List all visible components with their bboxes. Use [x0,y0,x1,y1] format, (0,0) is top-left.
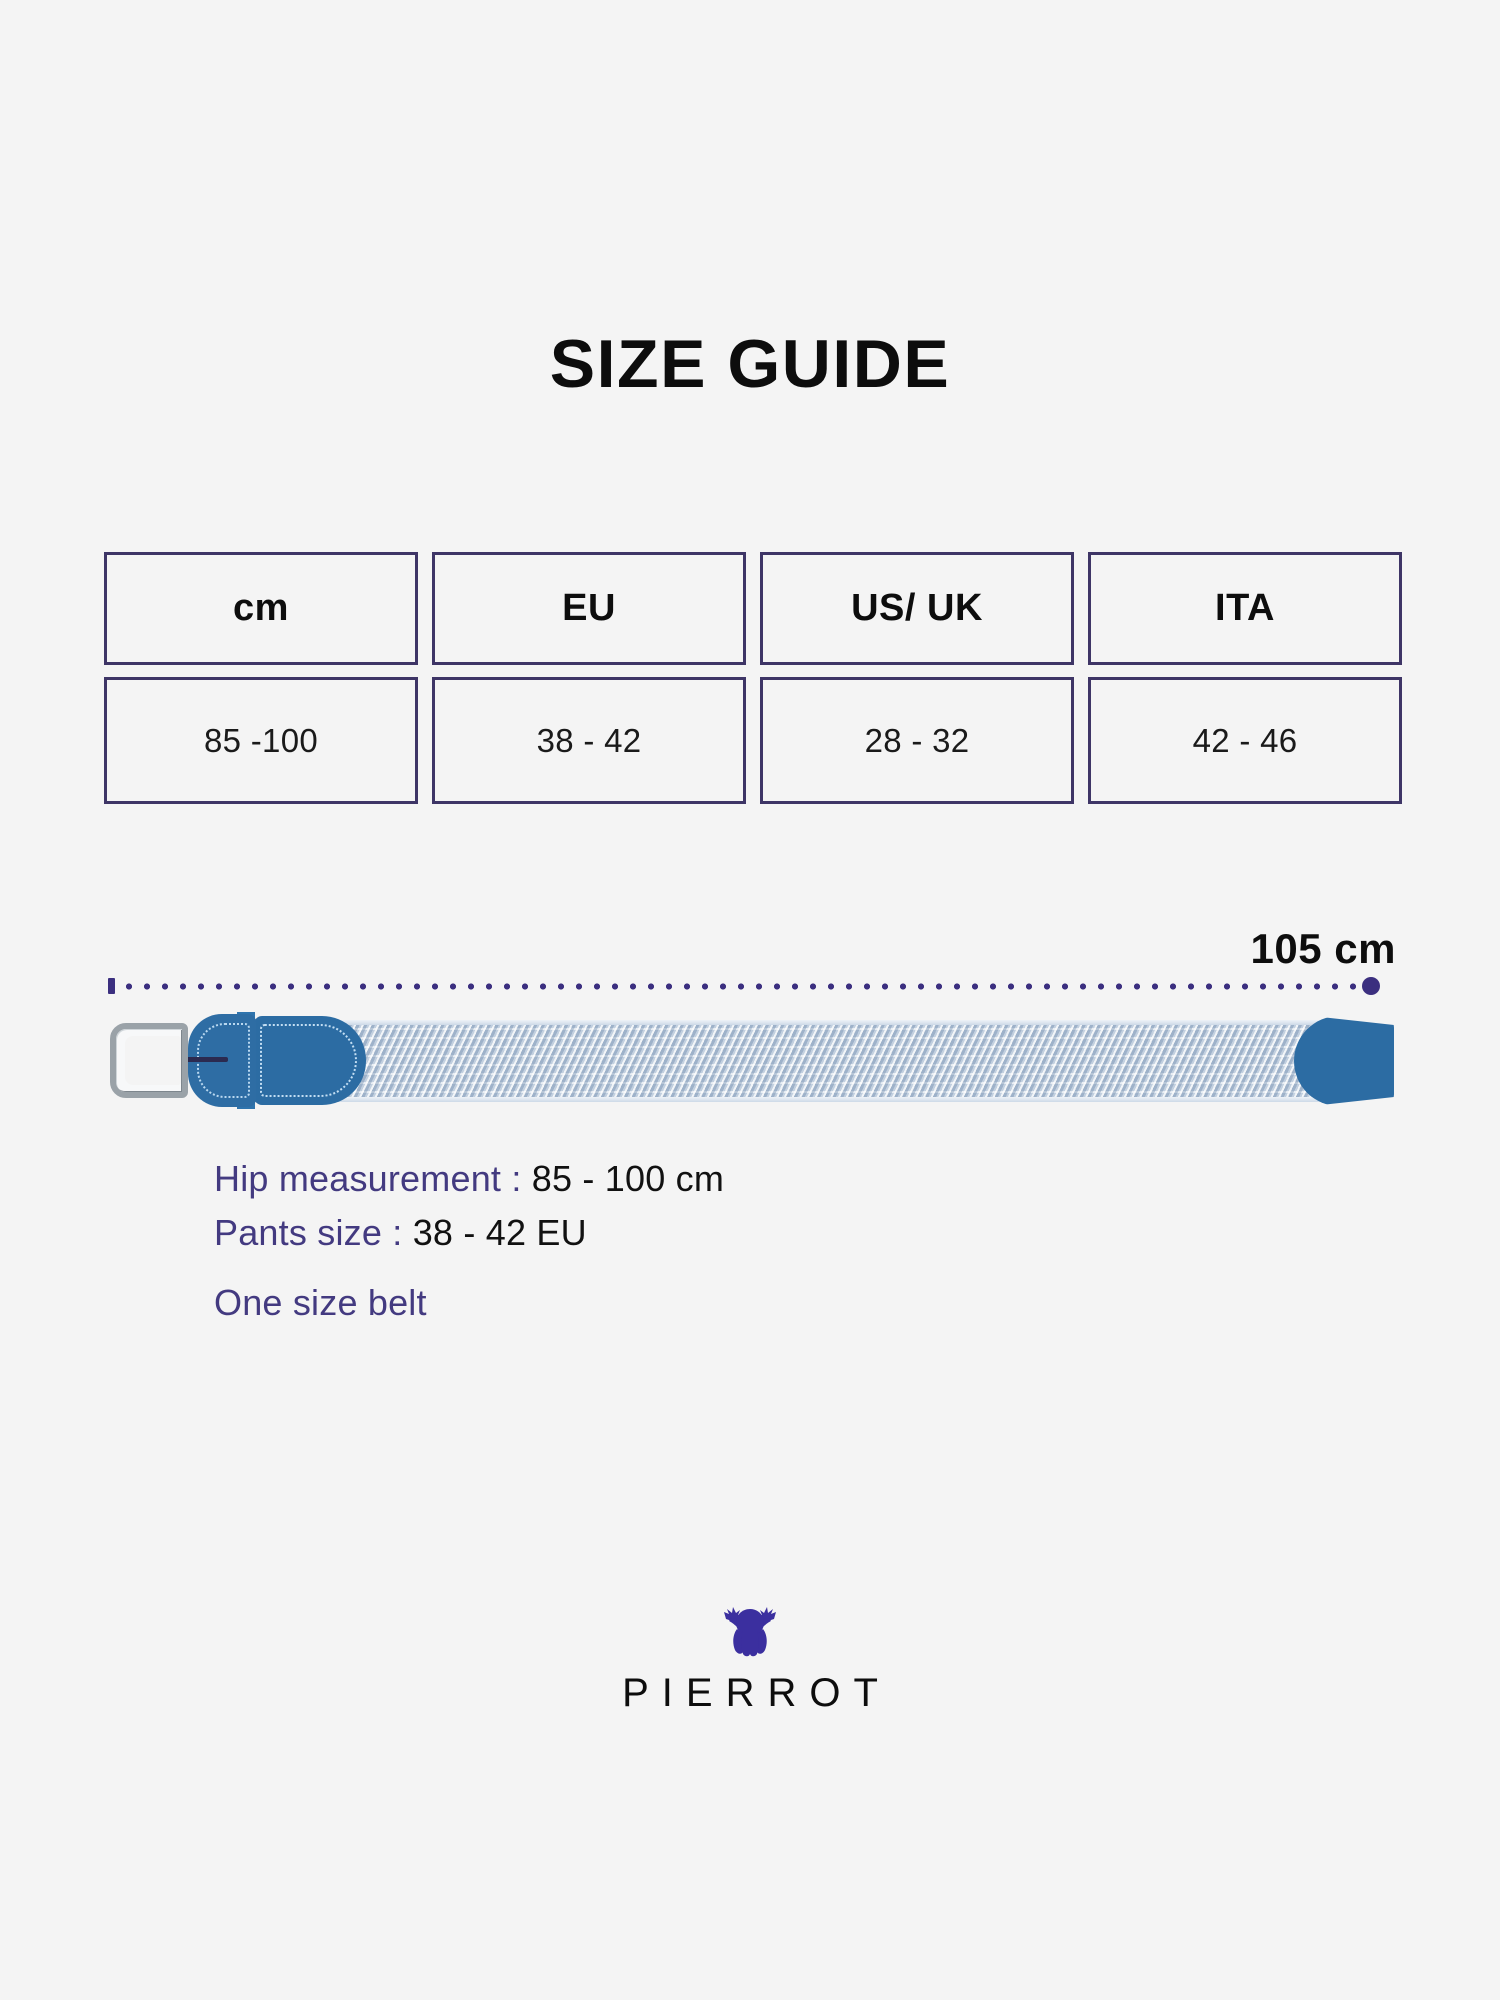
buckle-inner [125,1036,181,1085]
brand-logo: PIERROT [0,1605,1500,1716]
one-size-note: One size belt [214,1282,427,1323]
measurement-dots [120,983,1364,990]
pants-size-line: Pants size : 38 - 42 EU [214,1206,724,1260]
belt-leather-loop [254,1016,366,1105]
table-header-cell-us-uk: US/ UK [760,552,1074,665]
hip-measurement-label: Hip measurement : [214,1158,532,1199]
frog-icon [724,1607,776,1657]
pants-size-value: 38 - 42 EU [412,1212,587,1253]
pants-size-label: Pants size : [214,1212,413,1253]
table-cell-cm: 85 -100 [104,677,418,804]
size-table: cm EU US/ UK ITA 85 -100 38 - 42 28 - 32… [104,552,1402,804]
belt-details: Hip measurement : 85 - 100 cm Pants size… [214,1152,724,1260]
measurement-start-tick [108,978,115,994]
table-header-cell-ita: ITA [1088,552,1402,665]
hip-measurement-line: Hip measurement : 85 - 100 cm [214,1152,724,1206]
brand-name: PIERROT [622,1671,891,1715]
table-header-row: cm EU US/ UK ITA [104,552,1402,665]
table-cell-eu: 38 - 42 [432,677,746,804]
belt-strap-top-edge [256,1020,1321,1025]
belt-illustration [104,1010,1394,1110]
table-header-cell-cm: cm [104,552,418,665]
measurement-end-dot [1362,977,1380,995]
belt-buckle [110,1023,188,1098]
belt-tip [1294,1016,1394,1106]
page-title: SIZE GUIDE [549,326,951,402]
belt-strap [256,1020,1321,1102]
belt-strap-bottom-edge [256,1097,1321,1102]
hip-measurement-value: 85 - 100 cm [531,1158,725,1199]
table-cell-us-uk: 28 - 32 [760,677,1074,804]
table-header-cell-eu: EU [432,552,746,665]
belt-length-label: 105 cm [1250,925,1396,972]
measurement-line [108,977,1380,995]
table-row: 85 -100 38 - 42 28 - 32 42 - 46 [104,677,1402,804]
table-cell-ita: 42 - 46 [1088,677,1402,804]
